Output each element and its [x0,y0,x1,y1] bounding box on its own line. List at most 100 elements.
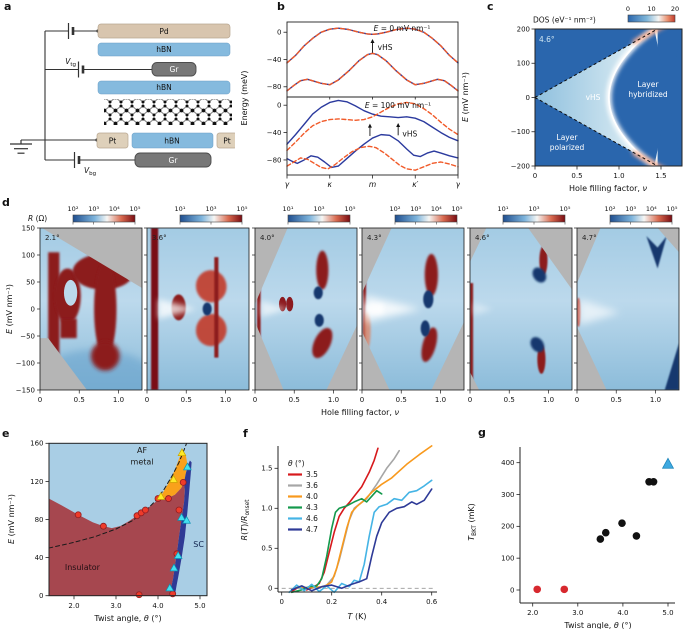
wiring [21,30,153,161]
legend-entry: 3.6 [306,481,318,490]
b-ylabel: Energy (meV) [240,71,249,126]
hbn-bottom-layer [131,132,214,149]
ytick-label: 0.5 [261,545,272,553]
map-feature [421,327,438,362]
xtick-label: 0 [253,396,257,404]
band-blue-solid [286,133,459,169]
resistance-map-4.0° [255,228,357,390]
xtick-label: γ [285,180,290,189]
xtick-label: 0 [575,396,579,404]
band-red-dashed [286,52,459,92]
band-blue-solid [286,52,459,92]
tspan: T [467,535,476,541]
map-feature [313,286,323,300]
twist-angle-label: 4.6° [539,35,555,44]
hbn-top-label: hBN [156,45,172,54]
d-xlabel: Hole filling factor, ν [321,408,400,417]
colorbar-tick: 10⁴ [646,205,657,213]
map-feature [63,279,78,306]
vhs-label: vHS [586,93,601,102]
ytick-label: 150 [22,224,35,232]
ytick-label: −50 [20,332,35,340]
hbn-bottom-label: hBN [164,136,180,145]
tspan: (mK) [467,503,476,525]
unmeasured-region [40,338,87,390]
rt-curve-4.0 [293,445,433,589]
xtick-label: 0.4 [376,598,388,606]
rt-curve-4.7 [290,488,433,592]
colorbar-tick: 10³ [529,205,540,213]
map-feature [158,299,196,319]
map-feature [365,304,384,314]
dashed-boundary [535,97,658,166]
insulator-label: Insulator [65,563,101,572]
colorbar-tick: 10⁵ [560,205,571,213]
ytick-label: 0 [31,305,35,313]
data-point-no-superconductivity [560,585,569,594]
tspan: θ [144,614,149,623]
map-feature [94,260,117,358]
sc-region [169,460,192,596]
panel-c-letter: c [487,0,494,13]
xtick-label: 1.5 [655,172,666,180]
d-ylabel: E (mV nm⁻¹) [5,284,14,334]
xtick-label: γ [456,180,460,189]
tspan: Hole filling factor, [321,408,395,417]
xtick-label: 0.6 [426,598,438,606]
resistance-colorbar [394,214,458,223]
tspan: R [240,535,249,541]
map-feature [424,253,438,297]
graphite-top-gate [151,62,197,77]
data-point-superconducting [618,519,626,527]
map-feature [261,300,288,318]
sc-boundary-point [169,563,179,572]
map-feature [530,337,545,353]
map-feature [60,318,77,339]
tspan: E [5,328,14,334]
xtick-label: 0.5 [289,396,300,404]
af-metal-label: AF [137,446,147,455]
map-feature [473,302,493,316]
map-feature [257,273,261,355]
ytick-label: −40 [267,129,282,137]
vtg-sub: tg [70,62,76,68]
rt-curve-3.5 [290,447,379,593]
unmeasured-region [470,228,487,263]
layer-hybridized-region [608,29,682,166]
legend-entry: 4.3 [306,503,318,512]
tspan: E [7,538,16,544]
xtick-label: 5.0 [662,609,673,617]
vbg-v: V [84,166,90,175]
colorbar-tick: 0 [626,5,630,13]
legend-entry: 4.7 [306,525,318,534]
layer-polarized-label: Layer [557,133,579,142]
xtick-label: 1.0 [220,396,231,404]
ytick-label: 0 [510,586,514,594]
xtick-label: 0 [279,598,283,606]
data-point-superconducting [601,528,610,537]
xtick-label: κ′ [412,180,418,189]
xtick-label: 0.5 [74,396,85,404]
f-ylabel: R(T)/Ronset [240,499,251,541]
ytick-label: 0 [39,592,43,600]
colorbar-tick: 10⁵ [452,205,463,213]
panel-g-letter: g [478,426,486,439]
pd-layer [97,23,231,39]
resistance-colorbar [287,214,351,223]
ytick-label: 0 [268,585,272,593]
resistance-colorbar [72,214,136,223]
layer-polarized-label: polarized [550,143,585,152]
b-frame-top [286,21,459,98]
map-feature [539,245,548,275]
xtick-label: 0 [468,396,472,404]
sc-boundary-point [177,512,186,521]
ytick-label: −80 [267,83,282,91]
insulator-boundary-point [74,511,82,519]
twist-angle-label: 4.3° [367,234,382,242]
sc-boundary-point [165,583,175,592]
tspan: BKT [472,525,478,536]
panel-d-letter: d [2,196,10,209]
xtick-label: 1.0 [613,172,624,180]
map-feature [579,299,620,326]
